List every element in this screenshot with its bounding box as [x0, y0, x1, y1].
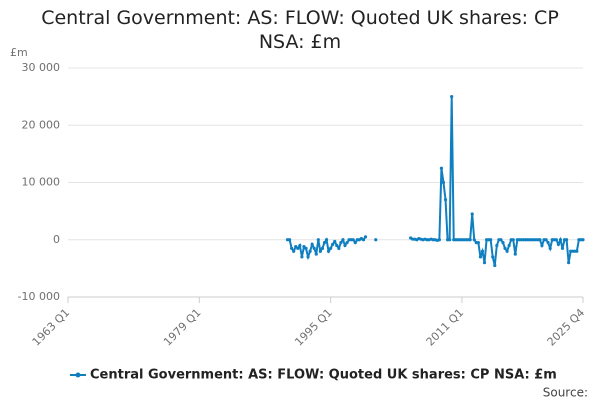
point	[324, 238, 329, 242]
chart-title: Central Government: AS: FLOW: Quoted UK …	[41, 7, 559, 53]
point	[495, 243, 499, 248]
x-tick-label: 1979 Q1	[161, 306, 204, 349]
point	[374, 238, 378, 242]
point	[472, 238, 476, 242]
point	[308, 249, 312, 253]
point	[341, 238, 345, 242]
y-tick-label: -10 000	[18, 290, 60, 303]
y-tick-label: 30 000	[22, 61, 61, 74]
point	[499, 238, 503, 242]
y-tick-label: 0	[53, 233, 60, 246]
source: Source:	[543, 386, 588, 400]
point	[333, 239, 337, 244]
point	[493, 263, 497, 268]
point	[540, 243, 544, 248]
point	[560, 246, 565, 250]
point	[448, 238, 452, 242]
point	[300, 255, 304, 259]
point	[296, 246, 300, 250]
point	[478, 255, 483, 259]
point	[312, 246, 316, 250]
point	[290, 246, 294, 250]
point	[335, 243, 339, 248]
x-tick-label: 2011 Q1	[424, 306, 467, 349]
point	[345, 241, 349, 245]
point	[505, 249, 509, 253]
point	[361, 238, 366, 242]
point	[575, 249, 579, 253]
point	[287, 238, 292, 242]
point	[441, 180, 446, 185]
point	[476, 241, 480, 245]
point	[363, 235, 368, 239]
point	[503, 246, 507, 250]
y-tick-label: 20 000	[22, 118, 61, 131]
x-tick-label: 2025 Q4	[545, 306, 588, 349]
point	[581, 238, 585, 242]
point	[558, 238, 563, 242]
point	[567, 261, 571, 265]
point	[450, 95, 454, 99]
point	[480, 249, 485, 253]
point	[292, 249, 296, 253]
point	[482, 261, 487, 265]
point	[513, 252, 517, 256]
point	[501, 241, 505, 245]
point	[554, 238, 558, 242]
point	[556, 242, 560, 246]
point	[337, 246, 341, 250]
point	[489, 238, 493, 242]
point	[298, 243, 302, 248]
point	[468, 238, 472, 242]
point	[491, 255, 495, 259]
point	[544, 238, 548, 242]
point	[306, 255, 310, 259]
point	[331, 242, 335, 246]
y-tick-label: 10 000	[22, 176, 61, 189]
point	[511, 238, 515, 242]
point	[320, 246, 325, 250]
point	[316, 238, 320, 242]
point	[310, 242, 314, 246]
legend-label: Central Government: AS: FLOW: Quoted UK …	[90, 368, 557, 383]
point	[322, 241, 327, 245]
point	[443, 198, 448, 202]
point	[326, 249, 331, 253]
point	[546, 241, 550, 245]
point	[329, 246, 333, 250]
point	[318, 249, 322, 253]
point	[351, 238, 355, 242]
x-tick-label: 1963 Q1	[30, 306, 73, 349]
point	[507, 243, 511, 248]
point	[353, 241, 357, 245]
point	[343, 243, 347, 248]
point	[339, 241, 343, 245]
y-axis-label: £m	[10, 46, 28, 59]
point	[564, 238, 569, 242]
point	[470, 212, 474, 216]
x-tick-label: 1995 Q1	[292, 306, 335, 349]
point	[548, 246, 552, 250]
point	[304, 246, 308, 250]
point	[314, 252, 318, 256]
point	[439, 166, 444, 170]
legend-marker	[75, 372, 81, 378]
point	[437, 238, 441, 242]
point	[538, 238, 542, 242]
